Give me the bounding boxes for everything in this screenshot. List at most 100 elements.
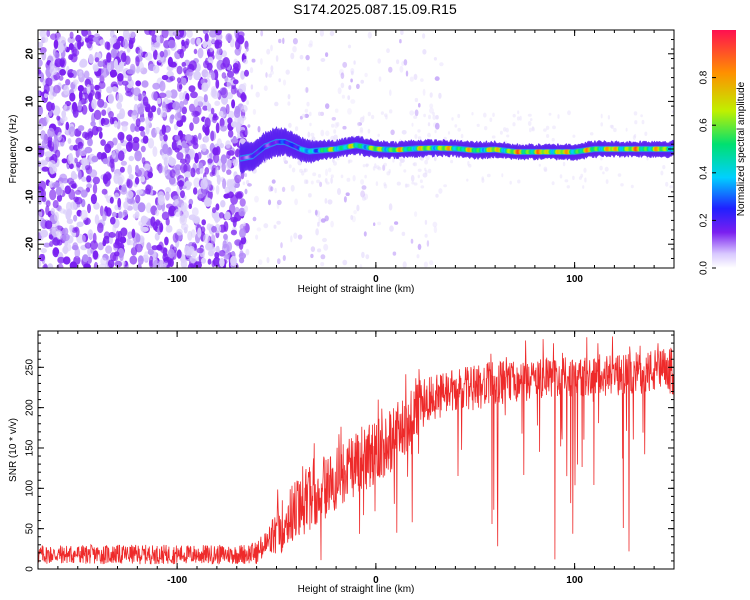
noise-point: [239, 129, 247, 138]
noise-point: [140, 226, 149, 232]
noise-point: [227, 110, 235, 119]
noise-point: [215, 185, 220, 195]
noise-point: [435, 115, 439, 120]
noise-point: [454, 124, 458, 128]
noise-point: [136, 189, 144, 195]
noise-point: [58, 36, 66, 45]
noise-point: [72, 79, 79, 85]
noise-point: [250, 84, 254, 90]
noise-point: [427, 168, 432, 174]
noise-point: [426, 240, 430, 247]
noise-point: [491, 135, 496, 139]
noise-point: [181, 77, 187, 86]
noise-point: [114, 192, 120, 200]
noise-point: [81, 234, 86, 243]
noise-point: [102, 118, 110, 125]
noise-point: [54, 211, 59, 222]
noise-point: [161, 107, 168, 118]
noise-point: [413, 73, 418, 80]
noise-point: [270, 186, 274, 192]
noise-point: [118, 150, 125, 161]
noise-point: [388, 203, 393, 211]
noise-point: [226, 70, 235, 78]
noise-point: [179, 92, 184, 101]
noise-point: [143, 170, 151, 181]
colorbar-tick-label: 0.0: [699, 261, 710, 275]
x-tick-label: -100: [167, 575, 187, 586]
noise-point: [87, 247, 92, 257]
noise-point: [81, 176, 87, 182]
noise-point: [410, 238, 414, 244]
noise-point: [432, 221, 438, 228]
noise-point: [192, 115, 200, 125]
noise-point: [138, 220, 144, 227]
noise-point: [181, 39, 185, 47]
noise-point: [87, 138, 93, 147]
noise-point: [392, 251, 397, 256]
noise-point: [226, 150, 231, 160]
noise-point: [196, 37, 202, 46]
noise-point: [45, 205, 50, 216]
noise-point: [367, 111, 371, 117]
noise-point: [420, 78, 424, 82]
noise-point: [238, 36, 244, 45]
noise-point: [41, 166, 50, 172]
noise-point: [202, 41, 208, 49]
noise-point: [377, 133, 380, 137]
noise-point: [305, 54, 310, 61]
noise-point: [39, 217, 45, 228]
noise-point: [53, 248, 60, 256]
noise-point: [151, 34, 158, 43]
noise-point: [305, 179, 309, 184]
noise-point: [49, 189, 57, 201]
noise-point: [154, 126, 161, 135]
noise-point: [347, 44, 352, 49]
noise-point: [578, 176, 582, 180]
noise-point: [102, 174, 109, 185]
noise-point: [87, 128, 93, 139]
noise-point: [294, 198, 298, 206]
noise-point: [129, 255, 138, 265]
noise-point: [384, 113, 388, 117]
noise-point: [82, 131, 89, 139]
noise-point: [152, 82, 161, 90]
noise-point: [434, 129, 437, 134]
noise-point: [301, 113, 306, 118]
noise-point: [361, 251, 365, 259]
noise-point: [221, 50, 227, 58]
noise-point: [118, 211, 123, 219]
noise-point: [330, 177, 333, 184]
noise-point: [171, 140, 177, 151]
noise-point: [583, 167, 587, 173]
noise-point: [109, 69, 118, 78]
noise-point: [383, 162, 388, 167]
noise-point: [236, 121, 241, 128]
noise-point: [126, 69, 135, 75]
noise-point: [215, 122, 220, 134]
noise-point: [180, 163, 188, 174]
noise-point: [181, 223, 189, 231]
noise-point: [117, 197, 122, 208]
noise-point: [230, 229, 237, 236]
noise-point: [193, 70, 202, 81]
noise-point: [212, 207, 217, 214]
noise-point: [602, 171, 605, 175]
noise-point: [69, 261, 78, 268]
noise-point: [225, 103, 230, 115]
noise-point: [59, 208, 67, 214]
noise-point: [280, 242, 283, 249]
snr-panel: -100 0 100 0 50 100 150 200 250 Height of strai…: [8, 330, 675, 595]
noise-point: [69, 31, 74, 39]
noise-point: [423, 113, 426, 118]
noise-point: [221, 72, 227, 79]
noise-point: [72, 242, 78, 250]
noise-point: [186, 249, 193, 256]
noise-point: [246, 100, 250, 105]
noise-point: [416, 254, 420, 259]
noise-point: [110, 216, 116, 225]
noise-point: [77, 141, 84, 149]
noise-point: [225, 33, 233, 42]
noise-point: [427, 132, 431, 138]
noise-point: [435, 122, 440, 130]
noise-point: [201, 257, 206, 264]
